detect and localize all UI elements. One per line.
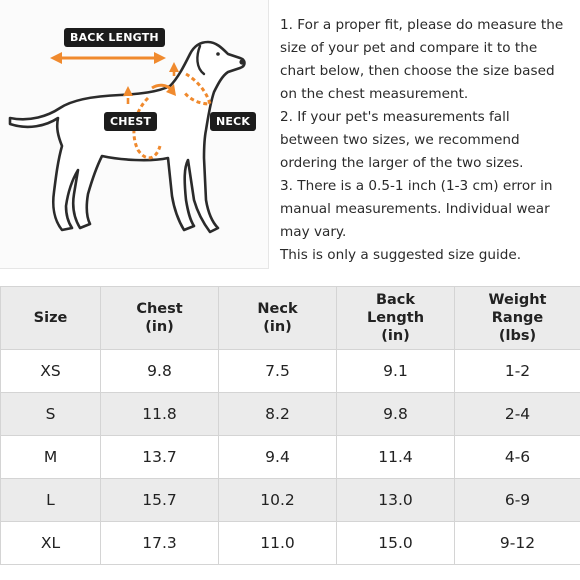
header-neck-line-2: (in) (263, 319, 292, 335)
cell-size: L (0, 478, 101, 522)
cell-weight: 4-6 (454, 435, 580, 479)
cell-back-length: 13.0 (336, 478, 455, 522)
cell-neck: 8.2 (218, 392, 337, 436)
cell-back-length: 9.1 (336, 349, 455, 393)
header-chest: Chest (in) (100, 286, 219, 350)
header-weight-line-3: (lbs) (498, 328, 537, 344)
header-chest-line-2: (in) (145, 319, 174, 335)
neck-measure-loop (182, 72, 212, 106)
dog-body-outline (8, 40, 246, 234)
dog-measurement-diagram: BACK LENGTH CHEST NECK (0, 0, 269, 269)
size-instructions: 1. For a proper fit, please do measure t… (280, 14, 572, 267)
cell-weight: 1-2 (454, 349, 580, 393)
cell-chest: 11.8 (100, 392, 219, 436)
neck-label: NECK (210, 112, 257, 131)
back-length-arrow (50, 52, 166, 64)
back-length-markers (123, 62, 179, 104)
header-weight-line-1: Weight (488, 292, 547, 308)
header-chest-line-1: Chest (136, 301, 183, 317)
cell-chest: 13.7 (100, 435, 219, 479)
header-back-line-2: Length (366, 310, 425, 326)
cell-neck: 7.5 (218, 349, 337, 393)
cell-weight: 9-12 (454, 521, 580, 565)
header-weight-range: Weight Range (lbs) (454, 286, 580, 350)
instruction-1: 1. For a proper fit, please do measure t… (280, 17, 564, 102)
cell-back-length: 11.4 (336, 435, 455, 479)
cell-size: XS (0, 349, 101, 393)
instruction-note: This is only a suggested size guide. (280, 247, 522, 263)
table-row: L 15.7 10.2 13.0 6-9 (0, 478, 580, 522)
cell-chest: 17.3 (100, 521, 219, 565)
cell-chest: 9.8 (100, 349, 219, 393)
dog-eye (216, 52, 220, 56)
header-back-length: Back Length (in) (336, 286, 455, 350)
chest-arrow (151, 83, 176, 96)
cell-chest: 15.7 (100, 478, 219, 522)
cell-back-length: 15.0 (336, 521, 455, 565)
dog-outline-illustration (8, 40, 246, 234)
dog-nose (239, 59, 245, 65)
instruction-3: 3. There is a 0.5-1 inch (1-3 cm) error … (280, 178, 553, 240)
header-size-line: Size (33, 310, 68, 326)
chest-measure-loop (132, 96, 162, 160)
header-neck: Neck (in) (218, 286, 337, 350)
cell-weight: 6-9 (454, 478, 580, 522)
cell-weight: 2-4 (454, 392, 580, 436)
table-header-row: Size Chest (in) Neck (in) Back Length (i… (0, 286, 580, 350)
dog-ear-outline (196, 44, 206, 76)
cell-size: S (0, 392, 101, 436)
header-weight-line-2: Range (491, 310, 544, 326)
cell-back-length: 9.8 (336, 392, 455, 436)
header-size: Size (0, 286, 101, 350)
back-length-label: BACK LENGTH (64, 28, 165, 47)
table-row: XL 17.3 11.0 15.0 9-12 (0, 521, 580, 565)
table-row: S 11.8 8.2 9.8 2-4 (0, 392, 580, 436)
cell-neck: 11.0 (218, 521, 337, 565)
chest-label: CHEST (104, 112, 158, 131)
cell-size: M (0, 435, 101, 479)
cell-neck: 10.2 (218, 478, 337, 522)
table-row: M 13.7 9.4 11.4 4-6 (0, 435, 580, 479)
size-chart-table: Size Chest (in) Neck (in) Back Length (i… (0, 286, 580, 565)
header-back-line-3: (in) (381, 328, 410, 344)
instruction-2: 2. If your pet's measurements fall betwe… (280, 109, 524, 171)
cell-neck: 9.4 (218, 435, 337, 479)
header-back-line-1: Back (375, 292, 416, 308)
cell-size: XL (0, 521, 101, 565)
table-row: XS 9.8 7.5 9.1 1-2 (0, 349, 580, 393)
header-neck-line-1: Neck (257, 301, 298, 317)
size-guide-top: BACK LENGTH CHEST NECK 1. For a proper f… (0, 0, 580, 270)
